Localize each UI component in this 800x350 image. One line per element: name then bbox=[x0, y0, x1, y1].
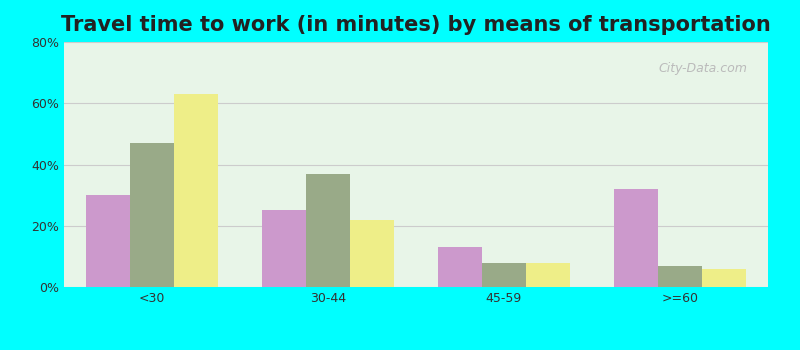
Bar bbox=[482, 262, 526, 287]
Bar bbox=[438, 247, 482, 287]
Bar bbox=[658, 266, 702, 287]
Bar bbox=[702, 269, 746, 287]
Bar bbox=[130, 143, 174, 287]
Text: City-Data.com: City-Data.com bbox=[658, 62, 747, 75]
Bar bbox=[306, 174, 350, 287]
Bar bbox=[614, 189, 658, 287]
Title: Travel time to work (in minutes) by means of transportation: Travel time to work (in minutes) by mean… bbox=[61, 15, 771, 35]
Bar bbox=[350, 220, 394, 287]
Bar bbox=[526, 262, 570, 287]
Bar bbox=[174, 94, 218, 287]
Bar bbox=[262, 210, 306, 287]
Bar bbox=[86, 195, 130, 287]
